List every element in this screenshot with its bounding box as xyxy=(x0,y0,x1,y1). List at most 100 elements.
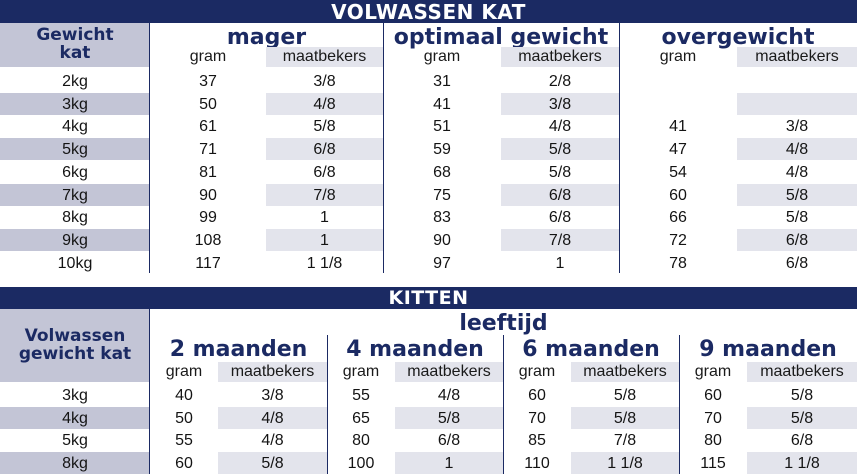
kitten-maatbekers-cell: 5/8 xyxy=(613,387,637,404)
kitten-maatbekers-cell: 1 1/8 xyxy=(571,451,679,474)
adult-maatbekers-cell: 4/8 xyxy=(266,92,383,115)
kitten-gram-cell: 65 xyxy=(352,409,370,427)
kitten-sub-gram-4: gram xyxy=(694,363,732,380)
kitten-sub-gram-1: gram xyxy=(165,363,203,380)
adult-gram-cell: 31 xyxy=(433,73,451,90)
kitten-maatbekers-cell: 3/8 xyxy=(261,387,284,404)
adult-maatbekers-cell: 2/8 xyxy=(548,73,572,90)
kitten-separator-1 xyxy=(149,309,150,474)
adult-maatbekers-cell: 6/8 xyxy=(737,228,857,251)
adult-row-label: 3kg xyxy=(0,92,150,115)
kitten-gram-cell: 85 xyxy=(528,432,546,449)
kitten-sub-maatbekers-3: maatbekers xyxy=(571,362,679,382)
adult-row: 8kg 99 1 83 6/8 66 5/8 xyxy=(0,206,857,228)
adult-maatbekers-cell: 1 xyxy=(320,209,329,227)
adult-maatbekers-cell: 4/8 xyxy=(737,138,857,161)
adult-row: 7kg 90 7/8 75 6/8 60 5/8 xyxy=(0,183,857,206)
kitten-group-9-maanden: 9 maanden xyxy=(699,337,837,362)
kitten-row-label: 5kg xyxy=(62,432,88,449)
adult-maatbekers-cell: 5/8 xyxy=(785,209,809,227)
adult-maatbekers-cell: 3/8 xyxy=(785,118,809,136)
kitten-maatbekers-cell: 4/8 xyxy=(261,432,284,449)
adult-row: 9kg 108 1 90 7/8 72 6/8 xyxy=(0,228,857,251)
kitten-row-label: 8kg xyxy=(0,451,150,474)
adult-gram-cell: 41 xyxy=(669,118,687,136)
adult-gram-cell: 59 xyxy=(433,141,451,159)
adult-gram-cell: 90 xyxy=(199,186,217,204)
adult-maatbekers-cell: 4/8 xyxy=(785,163,809,181)
adult-maatbekers-cell: 5/8 xyxy=(313,118,336,136)
kitten-row: 3kg 40 3/8 55 4/8 60 5/8 60 5/8 xyxy=(0,384,857,406)
adult-row-header-line1: Gewicht xyxy=(36,25,114,46)
adult-row-label: 4kg xyxy=(62,118,88,136)
adult-gram-cell: 50 xyxy=(199,95,217,113)
adult-row-label: 10kg xyxy=(57,254,93,272)
kitten-gram-cell: 50 xyxy=(175,409,193,427)
adult-sub-maatbekers-3: maatbekers xyxy=(737,47,857,67)
adult-group-optimaal-gewicht: optimaal gewicht xyxy=(393,25,609,50)
kitten-gram-cell: 40 xyxy=(175,387,193,404)
adult-maatbekers-cell: 6/8 xyxy=(785,254,809,272)
adult-row-label: 8kg xyxy=(62,209,88,227)
kitten-maatbekers-cell: 4/8 xyxy=(437,387,461,404)
adult-group-overgewicht: overgewicht xyxy=(661,25,815,50)
adult-gram-cell: 71 xyxy=(199,141,217,159)
adult-gram-cell: 117 xyxy=(195,254,221,272)
adult-maatbekers-cell xyxy=(737,92,857,115)
adult-maatbekers-cell: 6/8 xyxy=(501,183,619,206)
kitten-super-header-leeftijd: leeftijd xyxy=(459,311,548,336)
adult-row-label: 2kg xyxy=(62,73,88,90)
adult-maatbekers-cell: 3/8 xyxy=(313,73,336,90)
kitten-maatbekers-cell: 5/8 xyxy=(790,387,814,404)
adult-maatbekers-cell: 6/8 xyxy=(266,138,383,161)
adult-gram-cell: 75 xyxy=(433,186,451,204)
kitten-sub-maatbekers-2: maatbekers xyxy=(395,362,503,382)
kitten-gram-cell: 70 xyxy=(704,409,722,427)
kitten-group-4-maanden: 4 maanden xyxy=(346,337,484,362)
adult-maatbekers-cell: 7/8 xyxy=(501,228,619,251)
adult-row: 3kg 50 4/8 41 3/8 xyxy=(0,92,857,115)
adult-maatbekers-cell: 6/8 xyxy=(313,163,336,181)
kitten-maatbekers-cell: 4/8 xyxy=(218,406,327,429)
adult-row: 10kg 117 1 1/8 97 1 78 6/8 xyxy=(0,252,857,274)
adult-sub-gram-2: gram xyxy=(423,48,461,65)
kitten-maatbekers-cell: 1 1/8 xyxy=(747,451,857,474)
kitten-maatbekers-cell: 5/8 xyxy=(747,406,857,429)
adult-row: 5kg 71 6/8 59 5/8 47 4/8 xyxy=(0,138,857,161)
kitten-maatbekers-cell: 6/8 xyxy=(437,432,461,449)
kitten-gram-cell: 70 xyxy=(528,409,546,427)
kitten-separator-2 xyxy=(327,335,328,474)
adult-row: 4kg 61 5/8 51 4/8 41 3/8 xyxy=(0,115,857,137)
kitten-table-title: KITTEN xyxy=(388,287,469,309)
kitten-sub-gram-2: gram xyxy=(342,363,380,380)
kitten-sub-gram-3: gram xyxy=(518,363,556,380)
adult-table-header: Gewicht kat mager optimaal gewicht overg… xyxy=(0,23,857,67)
kitten-gram-cell: 60 xyxy=(175,454,193,472)
adult-gram-cell: 99 xyxy=(199,209,217,227)
kitten-gram-cell: 115 xyxy=(700,454,726,472)
kitten-row-header-line1: Volwassen xyxy=(24,325,126,346)
adult-sub-gram-3: gram xyxy=(659,48,697,65)
kitten-maatbekers-cell: 7/8 xyxy=(613,432,637,449)
adult-gram-cell: 37 xyxy=(199,73,217,90)
adult-gram-cell xyxy=(619,70,737,92)
adult-separator-3 xyxy=(619,23,620,273)
adult-table-title: VOLWASSEN KAT xyxy=(331,0,526,24)
adult-gram-cell: 108 xyxy=(194,231,222,249)
adult-sub-maatbekers-2: maatbekers xyxy=(501,47,619,67)
adult-maatbekers-cell: 1 xyxy=(555,254,565,272)
adult-maatbekers-cell: 5/8 xyxy=(501,138,619,161)
kitten-maatbekers-cell: 5/8 xyxy=(218,451,327,474)
kitten-separator-3 xyxy=(503,335,504,474)
kitten-gram-cell: 55 xyxy=(175,432,193,449)
kitten-group-2-maanden: 2 maanden xyxy=(169,337,308,362)
kitten-row-label: 3kg xyxy=(62,387,88,404)
adult-gram-cell: 47 xyxy=(669,141,687,159)
kitten-row-header: Volwassen gewicht kat xyxy=(0,309,150,382)
adult-gram-cell: 66 xyxy=(669,209,687,227)
adult-gram-cell: 61 xyxy=(199,118,217,136)
adult-gram-cell: 78 xyxy=(669,254,687,272)
kitten-row: 8kg 60 5/8 100 1 110 1 1/8 115 1 1/8 xyxy=(0,451,857,474)
kitten-row: 4kg 50 4/8 65 5/8 70 5/8 70 5/8 xyxy=(0,406,857,429)
